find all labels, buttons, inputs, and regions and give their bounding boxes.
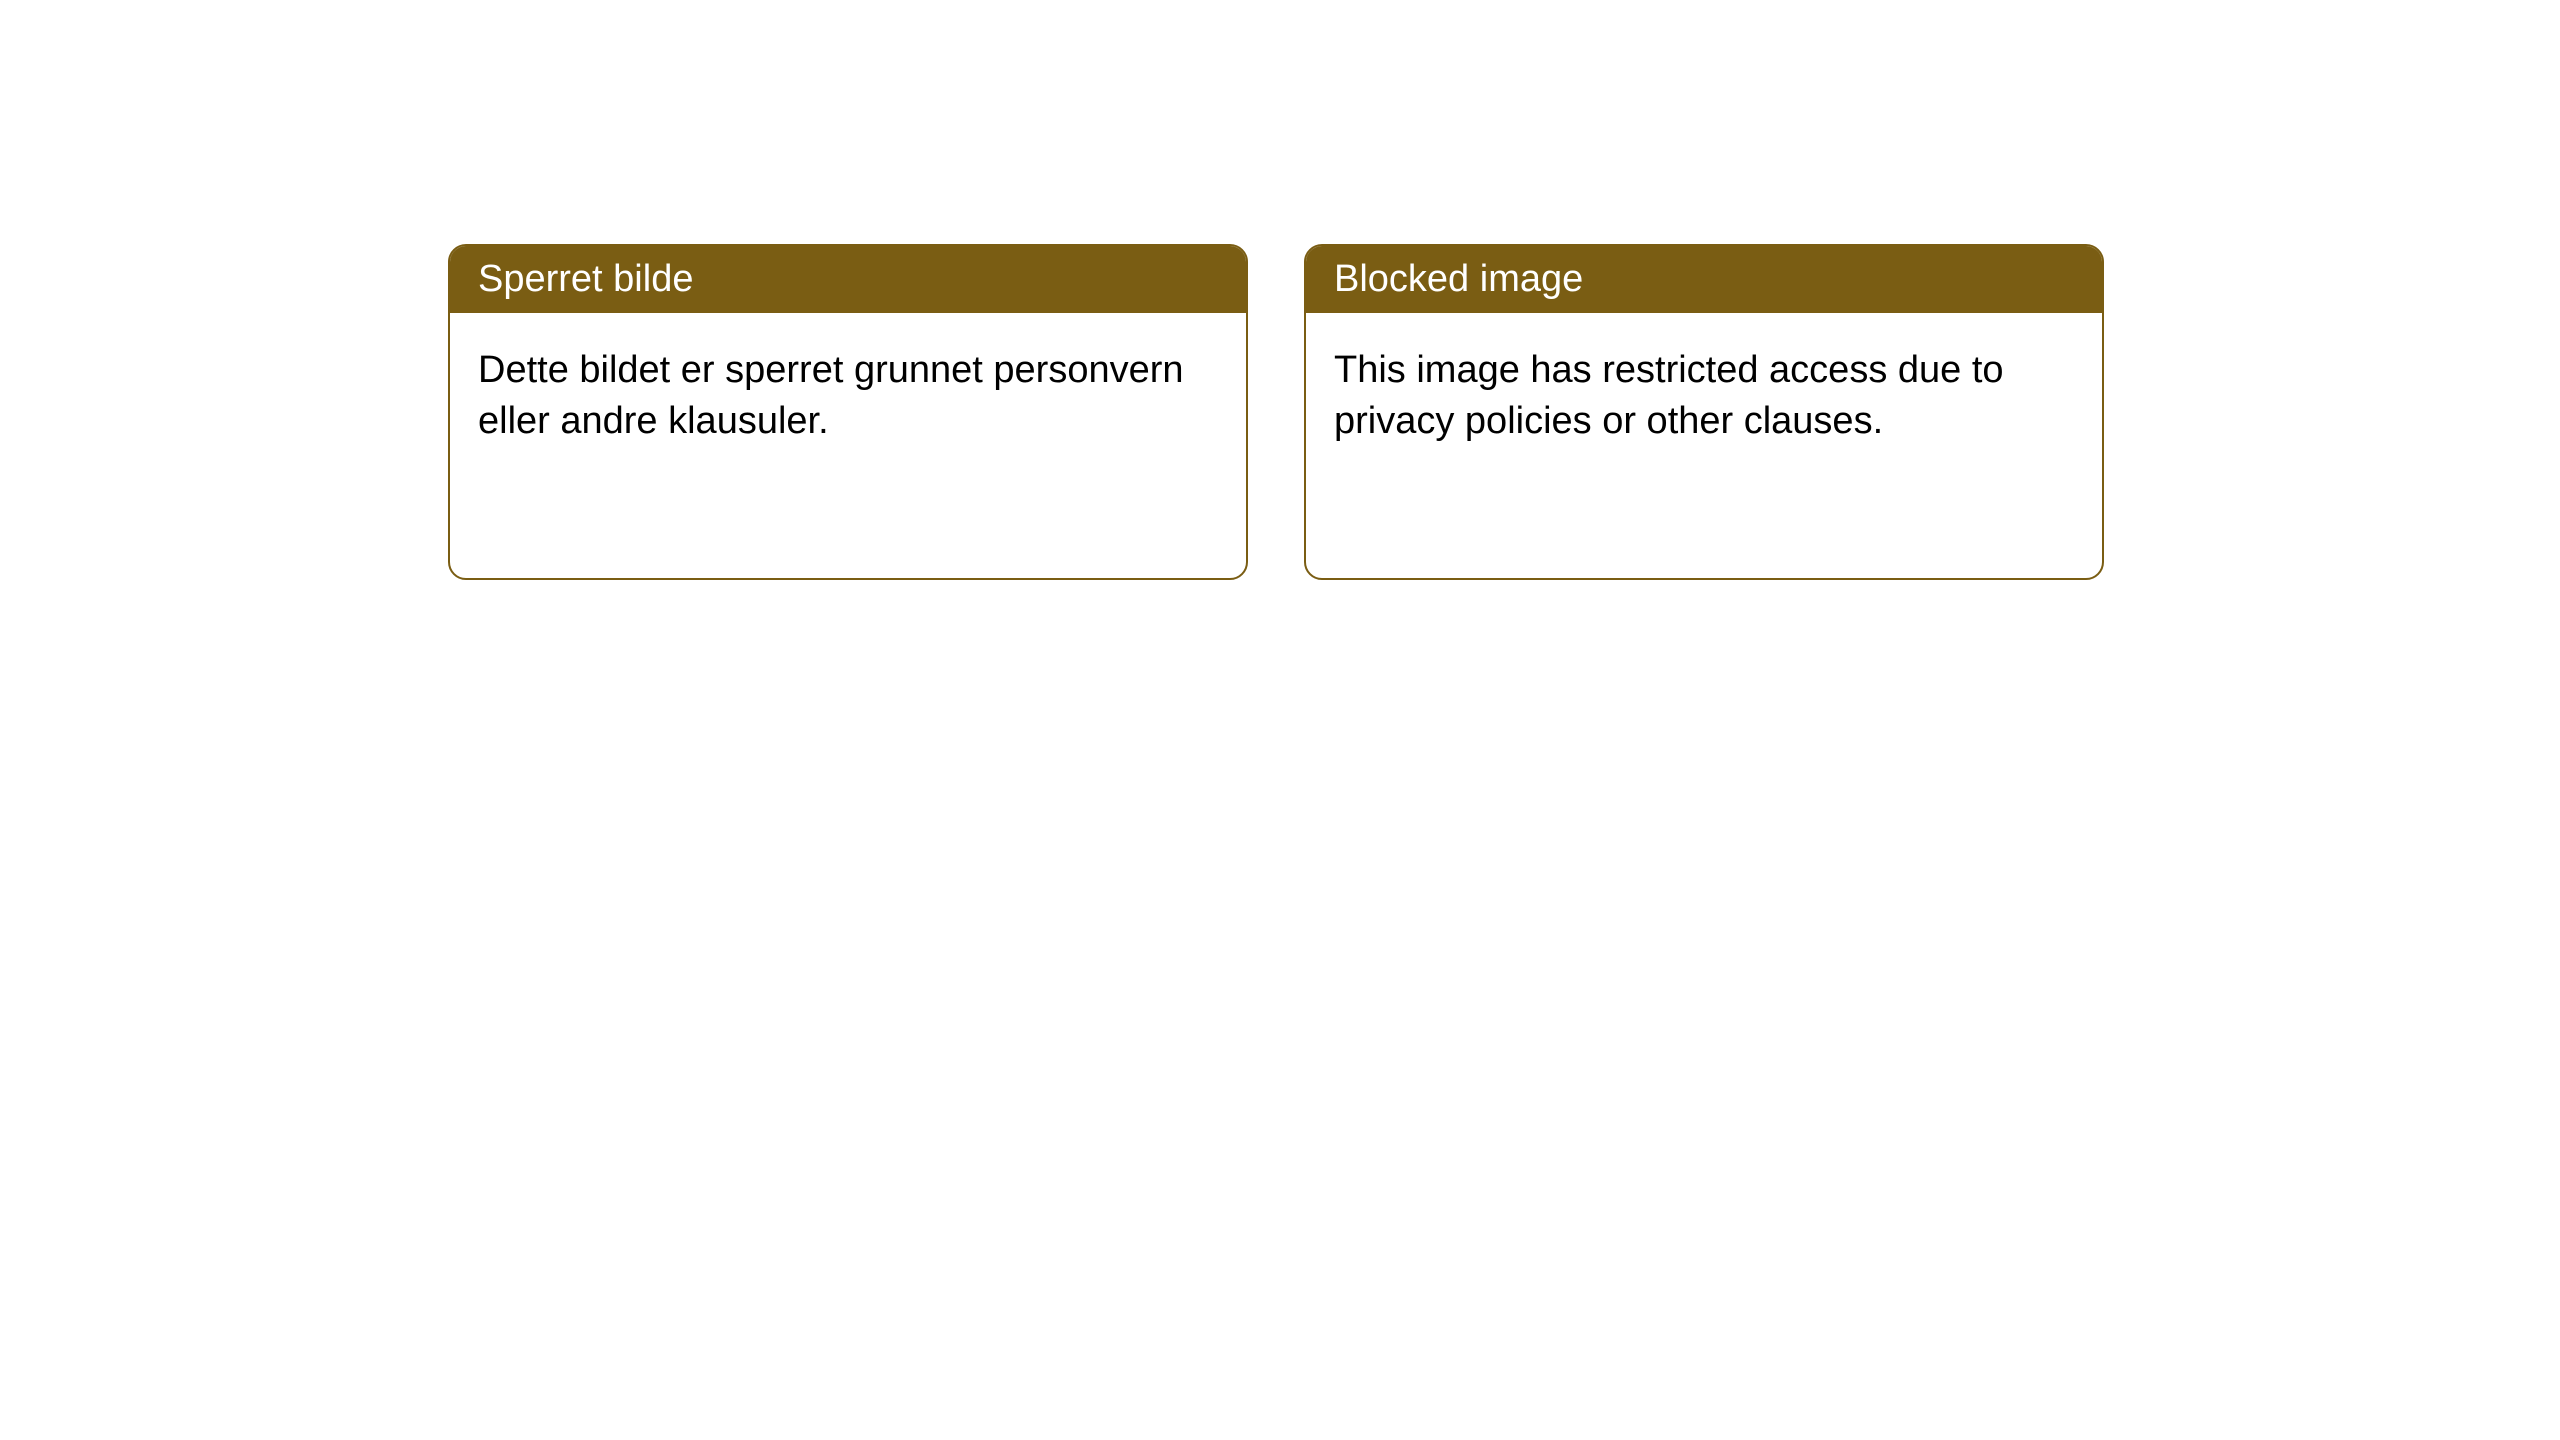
- notice-title: Sperret bilde: [478, 258, 693, 300]
- notice-card-norwegian: Sperret bilde Dette bildet er sperret gr…: [448, 244, 1248, 580]
- notice-header: Blocked image: [1306, 246, 2102, 313]
- notice-body-text: This image has restricted access due to …: [1334, 349, 2004, 442]
- notice-body: This image has restricted access due to …: [1306, 313, 2102, 480]
- notice-title: Blocked image: [1334, 258, 1583, 300]
- notice-container: Sperret bilde Dette bildet er sperret gr…: [0, 0, 2560, 580]
- notice-body-text: Dette bildet er sperret grunnet personve…: [478, 349, 1184, 442]
- notice-card-english: Blocked image This image has restricted …: [1304, 244, 2104, 580]
- notice-header: Sperret bilde: [450, 246, 1246, 313]
- notice-body: Dette bildet er sperret grunnet personve…: [450, 313, 1246, 480]
